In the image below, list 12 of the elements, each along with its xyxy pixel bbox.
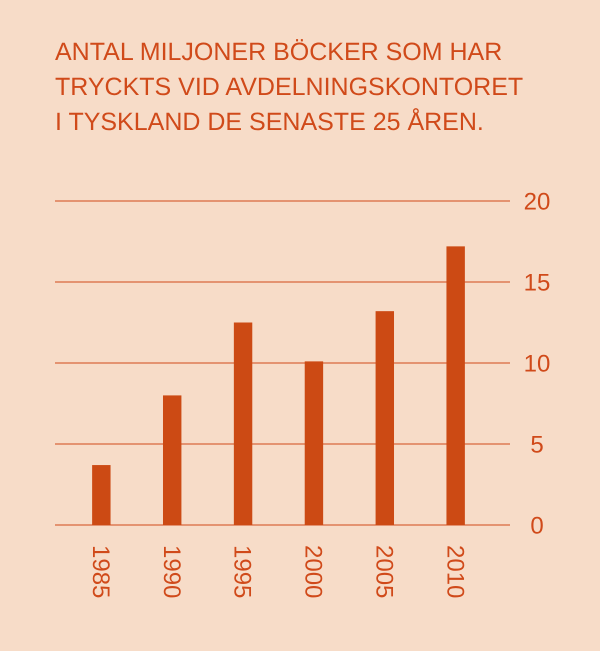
x-tick-label: 2000 xyxy=(300,545,327,598)
x-tick-label: 1990 xyxy=(158,545,185,598)
y-tick-label: 15 xyxy=(524,269,550,296)
y-tick-label: 10 xyxy=(524,350,550,378)
x-tick-label: 1995 xyxy=(228,545,256,598)
y-tick-label: 20 xyxy=(524,188,550,216)
y-tick-label: 5 xyxy=(530,431,544,458)
x-tick-label: 2005 xyxy=(370,545,398,598)
x-tick-label: 1985 xyxy=(86,545,114,598)
chart-title: ANTAL MILJONER BÖCKER SOM HAR TRYCKTS VID AVDELNINGSKONTORET I TYSKLAND DE SENASTE 25 ÅREN. xyxy=(55,38,524,136)
x-tick-label: 2010 xyxy=(441,545,468,598)
y-tick-label: 0 xyxy=(530,512,544,540)
